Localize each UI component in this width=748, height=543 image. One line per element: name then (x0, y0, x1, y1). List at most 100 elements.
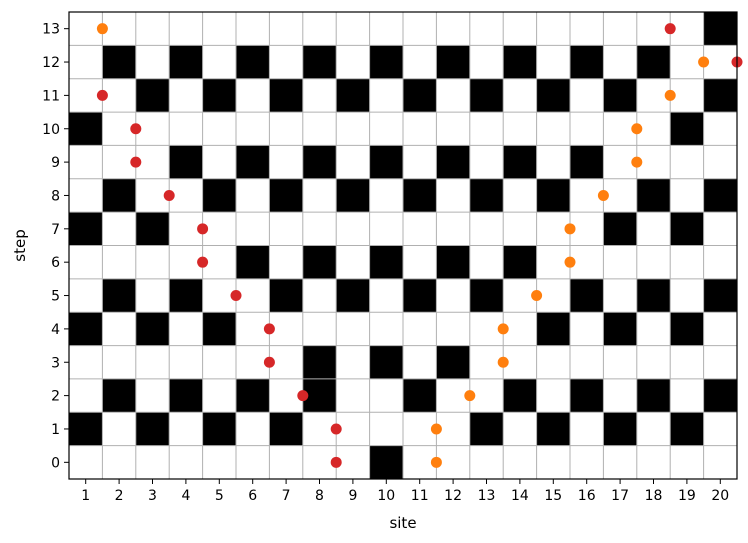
y-tick-label: 4 (51, 322, 60, 338)
filled-cell (69, 412, 103, 446)
filled-cell (603, 78, 637, 113)
filled-cell (336, 278, 370, 313)
plot-frame (68, 11, 738, 480)
filled-cell (403, 378, 437, 413)
data-point (263, 356, 275, 368)
y-tick-label: 13 (42, 22, 60, 38)
x-tick-label: 5 (215, 488, 224, 504)
filled-cell (102, 178, 136, 213)
filled-cell (169, 278, 203, 313)
data-point (330, 456, 342, 468)
filled-cell (369, 445, 403, 479)
filled-cell (636, 278, 671, 313)
y-tick-label: 8 (51, 188, 60, 204)
y-tick-label: 0 (51, 455, 60, 471)
x-axis-label: site (389, 514, 416, 532)
filled-cell (202, 412, 236, 446)
data-point (96, 23, 108, 35)
data-point (631, 156, 643, 168)
y-tick-label: 9 (51, 155, 60, 171)
data-point (497, 323, 509, 335)
filled-cell (202, 178, 236, 213)
x-tick-label: 18 (645, 488, 663, 504)
filled-cell (236, 145, 270, 179)
data-points (96, 23, 743, 468)
filled-cell (570, 145, 604, 179)
filled-cell (102, 378, 136, 413)
data-point (564, 223, 576, 235)
filled-cell (269, 178, 303, 213)
filled-cell (369, 345, 403, 379)
filled-cell (469, 278, 504, 313)
filled-cell (670, 312, 704, 346)
filled-cell (469, 178, 504, 213)
filled-cell (670, 112, 704, 146)
filled-cell (369, 145, 403, 179)
filled-cell (570, 45, 604, 79)
filled-cell (536, 312, 570, 346)
x-tick-label: 16 (578, 488, 596, 504)
filled-cell (570, 278, 604, 313)
filled-cell (703, 378, 737, 413)
filled-cell (69, 212, 103, 246)
x-tick-label: 17 (611, 488, 629, 504)
data-point (297, 390, 309, 402)
filled-cell (236, 45, 270, 79)
filled-cell (135, 312, 170, 346)
filled-cell (503, 378, 537, 413)
data-point (664, 89, 676, 101)
data-point (464, 390, 476, 402)
filled-cell (69, 112, 103, 146)
filled-cell (269, 412, 303, 446)
data-point (698, 56, 710, 68)
filled-cell (236, 378, 270, 413)
filled-cell (302, 245, 337, 279)
filled-cell (503, 245, 537, 279)
y-tick-label: 3 (51, 355, 60, 371)
data-point (163, 189, 175, 201)
filled-cells (69, 12, 737, 479)
filled-cell (336, 178, 370, 213)
data-point (631, 123, 643, 135)
filled-cell (369, 45, 403, 79)
x-tick-label: 12 (444, 488, 462, 504)
x-tick-label: 13 (478, 488, 496, 504)
filled-cell (135, 212, 170, 246)
filled-cell (636, 378, 671, 413)
filled-cell (703, 178, 737, 213)
filled-cell (436, 245, 470, 279)
data-point (230, 290, 242, 302)
x-tick-label: 14 (511, 488, 529, 504)
x-tick-label: 20 (711, 488, 729, 504)
filled-cell (603, 412, 637, 446)
filled-cell (636, 178, 671, 213)
data-point (430, 456, 442, 468)
data-point (497, 356, 509, 368)
filled-cell (169, 145, 203, 179)
data-point (263, 323, 275, 335)
x-tick-label: 1 (81, 488, 90, 504)
grid-lines (69, 12, 737, 479)
filled-cell (536, 412, 570, 446)
filled-cell (436, 345, 470, 379)
filled-cell (536, 78, 570, 113)
filled-cell (336, 78, 370, 113)
y-tick-label: 6 (51, 255, 60, 271)
filled-cell (369, 245, 403, 279)
y-tick-label: 5 (51, 289, 60, 305)
filled-cell (436, 45, 470, 79)
y-tick-label: 11 (42, 88, 60, 104)
data-point (430, 423, 442, 435)
y-tick-label: 1 (51, 422, 60, 438)
y-tick-label: 10 (42, 122, 60, 138)
x-tick-label: 15 (544, 488, 562, 504)
filled-cell (536, 178, 570, 213)
filled-cell (703, 78, 737, 113)
filled-cell (570, 378, 604, 413)
filled-cell (503, 45, 537, 79)
data-point (564, 256, 576, 268)
filled-cell (135, 412, 170, 446)
x-tick-label: 6 (248, 488, 257, 504)
